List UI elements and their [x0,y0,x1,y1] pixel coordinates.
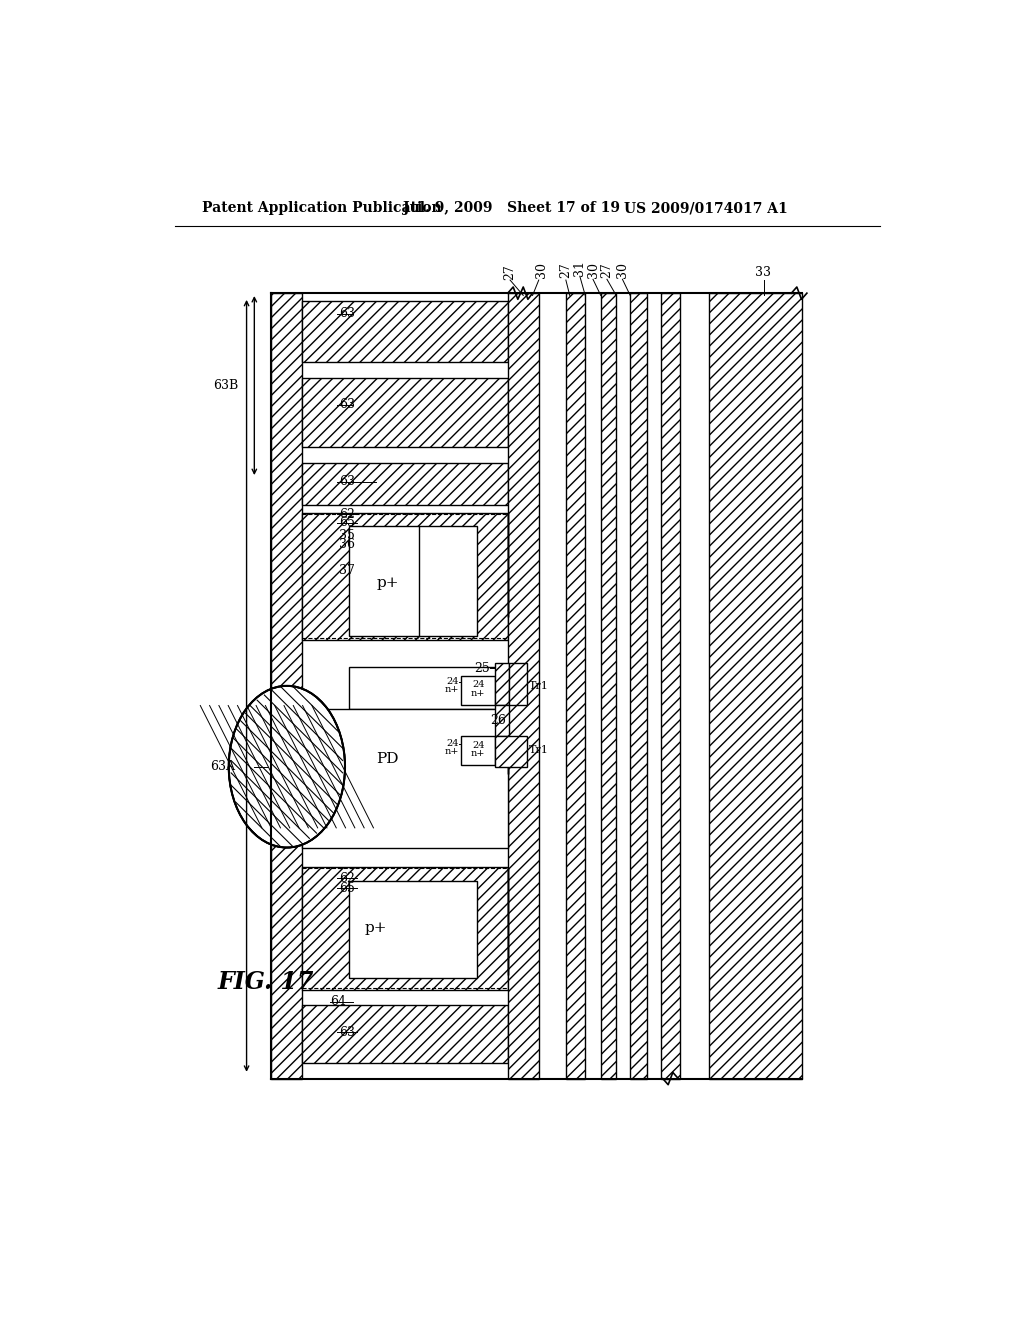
Text: 30: 30 [616,263,629,279]
Bar [461,676,496,705]
Text: 36: 36 [339,539,354,552]
Bar [302,301,508,363]
Bar [302,1006,508,1063]
Bar [302,378,508,447]
Bar [710,293,802,1078]
Text: PD: PD [377,752,399,766]
Text: 62: 62 [339,508,354,520]
Bar [302,512,508,640]
Text: Patent Application Publication: Patent Application Publication [202,202,441,215]
Bar [496,737,527,767]
Bar [630,293,647,1078]
Text: 27: 27 [600,263,613,279]
Bar [662,293,680,1078]
Text: 30: 30 [587,263,599,279]
Text: Tr1: Tr1 [528,681,549,690]
Text: 35: 35 [339,529,354,543]
Text: 63B: 63B [213,379,238,392]
Text: 37: 37 [339,564,354,577]
Text: 63: 63 [339,399,354,412]
Text: 27: 27 [559,263,572,279]
Text: 63A: 63A [210,760,234,774]
Text: n+: n+ [444,685,459,694]
Bar [349,527,477,636]
Text: 65: 65 [339,882,354,895]
Bar [302,867,508,990]
Text: 31: 31 [573,260,587,276]
Bar [271,293,302,1078]
Text: Tr1: Tr1 [528,744,549,755]
Text: 24: 24 [472,741,484,750]
Text: 65: 65 [339,516,354,529]
Bar [349,880,477,978]
Text: FIG. 17: FIG. 17 [217,970,313,994]
Text: n+: n+ [471,748,485,758]
Text: 63: 63 [339,475,354,488]
Bar [496,663,509,705]
Bar [566,293,586,1078]
Bar [302,709,508,847]
Text: 63: 63 [339,308,354,321]
Bar [601,293,616,1078]
Text: 24: 24 [446,677,459,686]
Ellipse shape [228,686,345,847]
Bar [302,462,508,506]
Text: 64: 64 [331,995,346,1008]
Text: p+: p+ [365,921,387,936]
Text: 33: 33 [756,265,771,279]
Text: 27: 27 [504,264,516,280]
Text: n+: n+ [471,689,485,698]
Bar [509,663,527,705]
Bar [496,705,509,737]
Text: 24: 24 [472,681,484,689]
Text: US 2009/0174017 A1: US 2009/0174017 A1 [624,202,787,215]
Text: 26: 26 [490,714,506,727]
Text: 63: 63 [339,1026,354,1039]
Bar [349,667,508,709]
Text: 25: 25 [474,661,489,675]
Text: 30: 30 [535,263,548,279]
Text: Jul. 9, 2009   Sheet 17 of 19: Jul. 9, 2009 Sheet 17 of 19 [403,202,621,215]
Text: n+: n+ [444,747,459,756]
Text: p+: p+ [377,577,399,590]
Text: 24: 24 [446,739,459,748]
Text: 62: 62 [339,871,354,884]
Bar [508,293,539,1078]
Bar [461,737,496,766]
